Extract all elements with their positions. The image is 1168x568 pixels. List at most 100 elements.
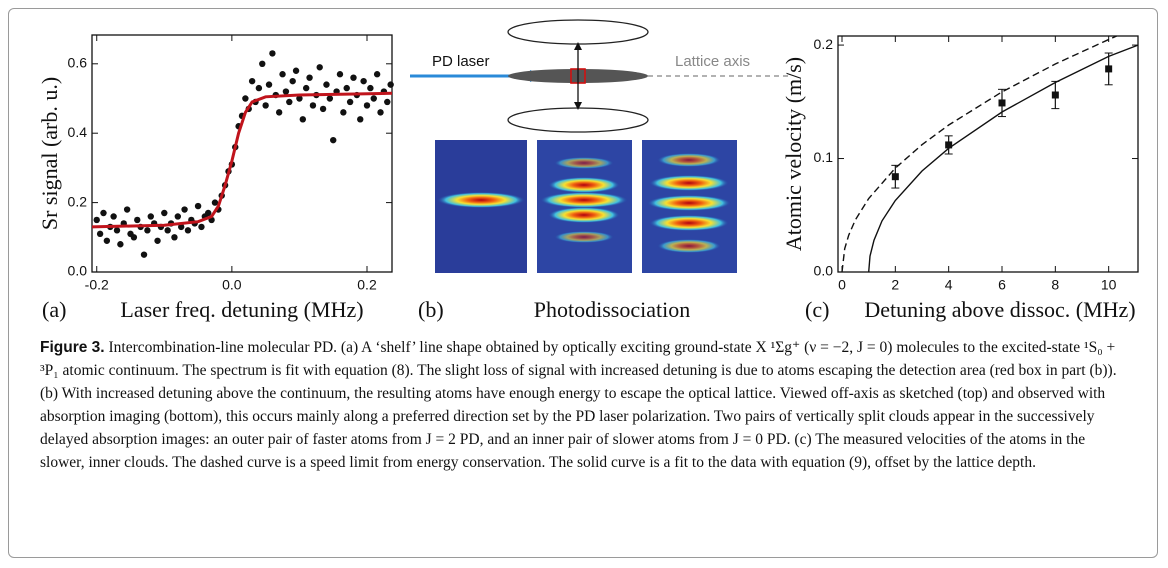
data-point <box>370 95 377 102</box>
data-point <box>144 227 151 234</box>
data-point <box>323 81 330 88</box>
data-point <box>309 102 317 109</box>
data-point <box>205 209 212 217</box>
fit-curve <box>91 91 393 229</box>
data-point <box>387 81 394 88</box>
cloud <box>540 192 628 208</box>
data-point <box>242 95 249 102</box>
cloud <box>657 239 721 253</box>
data-point <box>319 105 327 113</box>
y-axis-label: Sr signal (arb. u.) <box>37 77 62 230</box>
data-point <box>282 88 290 95</box>
panel-label: (b) <box>418 297 444 322</box>
cloud <box>554 157 614 169</box>
arrowhead <box>574 102 582 110</box>
data-point <box>123 206 131 213</box>
data-point <box>292 67 300 74</box>
data-point <box>181 206 188 213</box>
data-point <box>134 216 141 224</box>
cloud <box>649 175 729 191</box>
x-tick-label: 6 <box>998 277 1006 293</box>
data-point <box>279 71 286 78</box>
data-point <box>140 251 148 258</box>
data-point <box>1105 65 1113 73</box>
data-point <box>113 227 121 234</box>
x-tick-label: 0.2 <box>357 277 377 293</box>
data-point <box>198 223 205 231</box>
caption: Figure 3. Intercombination-line molecula… <box>40 336 1132 474</box>
data-point <box>998 99 1006 107</box>
data-point <box>377 109 384 116</box>
data-point <box>326 95 334 102</box>
panel-label: (c) <box>805 297 829 322</box>
data-point <box>350 74 357 81</box>
cloud <box>548 207 620 223</box>
data-point <box>211 199 219 206</box>
cloud <box>548 177 620 193</box>
y-tick-label: 0.2 <box>814 36 834 52</box>
data-point <box>103 237 111 244</box>
y-tick-label: 0.0 <box>814 263 834 279</box>
data-point <box>384 98 391 106</box>
cloud <box>437 192 525 208</box>
x-tick-label: 0.0 <box>222 277 242 293</box>
data-point <box>177 223 185 231</box>
data-point <box>171 234 178 241</box>
y-axis-label: Atomic velocity (m/s) <box>781 57 806 251</box>
data-point <box>164 227 171 234</box>
cloud <box>657 153 721 167</box>
plot-frame <box>91 34 393 273</box>
figure: PD laser Lattice axis (b) Photodissociat… <box>37 19 1139 322</box>
data-point <box>275 109 283 116</box>
x-tick-label: 2 <box>891 277 899 293</box>
data-point <box>174 213 182 220</box>
data-point <box>96 230 104 238</box>
x-tick-label: -0.2 <box>85 277 109 293</box>
x-tick-label: 4 <box>945 277 953 293</box>
y-tick-label: 0.4 <box>68 124 88 140</box>
plot-frame <box>837 35 1139 273</box>
cloud <box>554 231 614 243</box>
data-point <box>269 50 276 57</box>
y-tick-label: 0.2 <box>68 193 88 209</box>
data-point <box>302 84 310 92</box>
lattice-beam <box>507 107 649 133</box>
data-point <box>891 173 899 181</box>
data-point <box>945 141 953 149</box>
caption-text: Intercombination-line molecular PD. (a) … <box>40 339 1117 471</box>
data-point <box>286 98 293 106</box>
data-point <box>346 98 354 106</box>
figure-frame <box>8 8 1158 558</box>
data-point <box>360 77 367 85</box>
arrowhead <box>574 42 582 50</box>
x-axis-label: Detuning above dissoc. (MHz) <box>864 297 1135 322</box>
data-point <box>343 84 350 92</box>
data-point <box>147 213 154 220</box>
data-point <box>93 216 100 224</box>
data-point <box>340 109 347 116</box>
data-point <box>296 95 303 102</box>
x-axis-label: Laser freq. detuning (MHz) <box>120 297 363 322</box>
caption-label: Figure 3. <box>40 339 105 356</box>
data-point <box>130 234 138 241</box>
lattice-axis-label: Lattice axis <box>675 53 750 70</box>
data-point <box>255 84 263 92</box>
panel-title: Photodissociation <box>534 297 690 322</box>
data-point <box>330 136 337 144</box>
data-point <box>363 102 371 109</box>
data-point <box>357 116 364 123</box>
data-point <box>373 71 381 78</box>
data-point <box>1051 91 1059 99</box>
data-point <box>259 60 266 68</box>
data-point <box>367 84 374 92</box>
data-point <box>316 64 323 71</box>
solid-curve <box>868 44 1139 273</box>
data-point <box>306 74 313 81</box>
data-point <box>299 116 307 123</box>
data-point <box>154 237 161 244</box>
data-point <box>336 71 344 78</box>
cloud <box>647 195 731 211</box>
data-point <box>248 77 256 85</box>
y-tick-label: 0.0 <box>68 263 88 279</box>
